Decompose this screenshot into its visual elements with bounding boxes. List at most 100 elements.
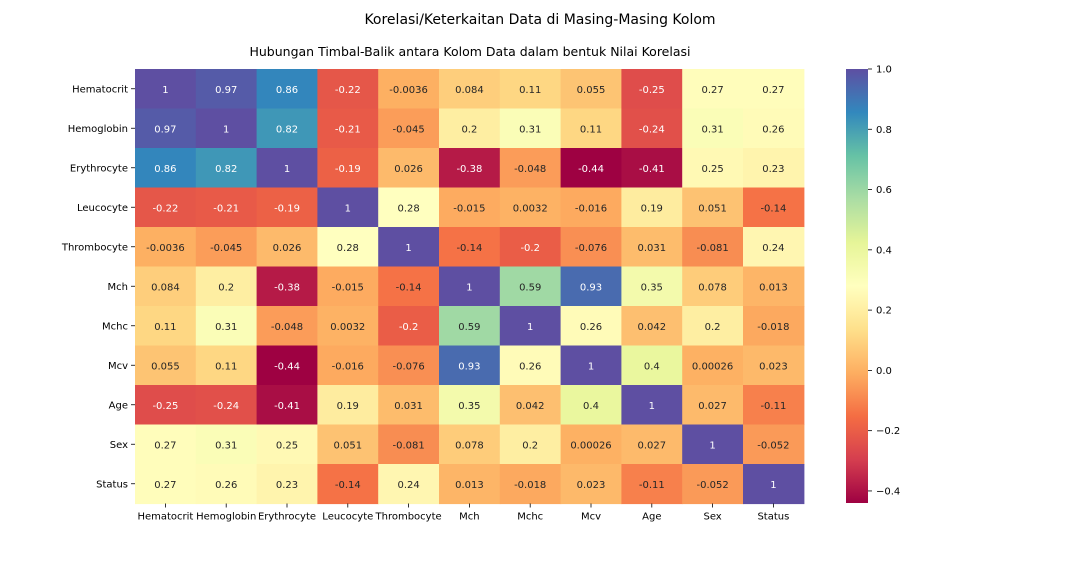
cell-value-label: 0.078 <box>455 440 484 451</box>
cell-value-label: 1 <box>162 85 168 96</box>
row-label: Hematocrit <box>72 84 128 95</box>
heatmap-cell <box>560 108 622 149</box>
heatmap-cell <box>195 385 258 426</box>
heatmap-cell <box>195 227 258 268</box>
heatmap-cell <box>378 385 440 426</box>
cell-value-label: -0.11 <box>760 401 786 412</box>
heatmap-cell <box>378 148 440 189</box>
heatmap-cell <box>499 148 562 189</box>
cell-value-label: -0.38 <box>274 282 300 293</box>
heatmap-cell <box>317 385 379 426</box>
heatmap-cell <box>256 385 318 426</box>
heatmap-cell <box>378 266 440 307</box>
cell-value-label: -0.076 <box>392 361 424 372</box>
cell-value-label: -0.0036 <box>389 85 428 96</box>
cell-value-label: 0.27 <box>154 440 176 451</box>
colorbar-tick-label: 0.2 <box>876 306 892 317</box>
cell-value-label: -0.19 <box>335 164 361 175</box>
heatmap-cell <box>743 108 805 149</box>
heatmap-cell <box>682 108 744 149</box>
cell-value-label: 1 <box>588 361 594 372</box>
heatmap-cell <box>256 266 318 307</box>
cell-value-label: -0.048 <box>271 322 303 333</box>
column-label: Mchc <box>517 512 543 523</box>
heatmap-cell <box>195 345 258 386</box>
heatmap-cell <box>499 266 562 307</box>
heatmap-cell <box>499 69 562 110</box>
heatmap-cell <box>743 345 805 386</box>
cell-value-label: 0.35 <box>641 282 663 293</box>
heatmap-cell <box>439 187 501 228</box>
heatmap-cell <box>499 306 562 347</box>
cell-value-label: 0.0032 <box>513 203 548 214</box>
cell-value-label: 0.2 <box>461 124 477 135</box>
heatmap-cell <box>499 424 562 465</box>
cell-value-label: -0.41 <box>274 401 300 412</box>
cell-value-label: 0.19 <box>641 203 663 214</box>
chart-subtitle: Hubungan Timbal-Balik antara Kolom Data … <box>249 44 690 59</box>
heatmap-cell <box>560 266 622 307</box>
heatmap-cell <box>256 464 318 505</box>
row-labels: Hematocrit Hemoglobin Erythrocyte Leucocyte… <box>61 84 135 490</box>
cell-value-label: -0.052 <box>696 480 728 491</box>
cell-value-label: -0.015 <box>332 282 364 293</box>
heatmap-cell <box>621 345 683 386</box>
cell-value-label: 1 <box>223 124 229 135</box>
cell-value-label: -0.44 <box>578 164 604 175</box>
heatmap-cell <box>195 266 258 307</box>
colorbar-tick-label: 0.8 <box>876 125 892 136</box>
heatmap-cell <box>621 424 683 465</box>
heatmap-cell <box>621 385 683 426</box>
heatmap-cell <box>682 385 744 426</box>
cell-value-label: 1 <box>284 164 290 175</box>
cell-value-label: 0.00026 <box>692 361 733 372</box>
cell-value-label: 0.31 <box>519 124 541 135</box>
cell-value-label: 0.2 <box>522 440 538 451</box>
heatmap-cell <box>560 385 622 426</box>
cell-value-label: 0.023 <box>759 361 788 372</box>
cell-value-label: -0.2 <box>399 322 419 333</box>
heatmap-cell <box>621 187 683 228</box>
cell-value-label: 0.4 <box>583 401 599 412</box>
heatmap-cell <box>378 345 440 386</box>
heatmap-cell <box>195 69 258 110</box>
heatmap-cell <box>256 187 318 228</box>
cell-value-label: -0.018 <box>757 322 789 333</box>
heatmap-cell <box>317 345 379 386</box>
heatmap-cell <box>621 69 683 110</box>
heatmap-cell <box>378 108 440 149</box>
cell-value-label: 0.59 <box>458 322 480 333</box>
column-label: Mch <box>459 512 479 523</box>
heatmap-cell <box>743 424 805 465</box>
cell-value-label: 0.24 <box>762 243 784 254</box>
heatmap-cell <box>135 108 197 149</box>
cell-value-label: 0.82 <box>215 164 237 175</box>
cell-value-label: -0.14 <box>456 243 482 254</box>
cell-value-label: -0.016 <box>332 361 364 372</box>
cell-value-label: -0.44 <box>274 361 300 372</box>
cell-value-label: 0.59 <box>519 282 541 293</box>
cell-value-label: -0.11 <box>639 480 665 491</box>
heatmap-cell <box>743 148 805 189</box>
heatmap-cell <box>560 187 622 228</box>
heatmap-cell <box>135 345 197 386</box>
cell-value-label: -0.048 <box>514 164 546 175</box>
cell-value-label: 0.23 <box>276 480 298 491</box>
heatmap-cell <box>135 227 197 268</box>
heatmap-cell <box>378 424 440 465</box>
heatmap-cell <box>378 187 440 228</box>
column-label: Mcv <box>581 512 601 523</box>
column-label: Age <box>642 512 661 523</box>
cell-value-label: 0.31 <box>215 440 237 451</box>
heatmap-cell <box>560 69 622 110</box>
cell-value-label: 0.23 <box>762 164 784 175</box>
cell-value-label: -0.22 <box>335 85 361 96</box>
heatmap-cell <box>743 187 805 228</box>
heatmap-cell <box>195 464 258 505</box>
cell-value-label: 1 <box>466 282 472 293</box>
heatmap-cell <box>621 148 683 189</box>
heatmap-cell <box>621 108 683 149</box>
cell-value-label: 0.97 <box>215 85 237 96</box>
heatmap-cell <box>439 227 501 268</box>
heatmap-cell <box>439 108 501 149</box>
